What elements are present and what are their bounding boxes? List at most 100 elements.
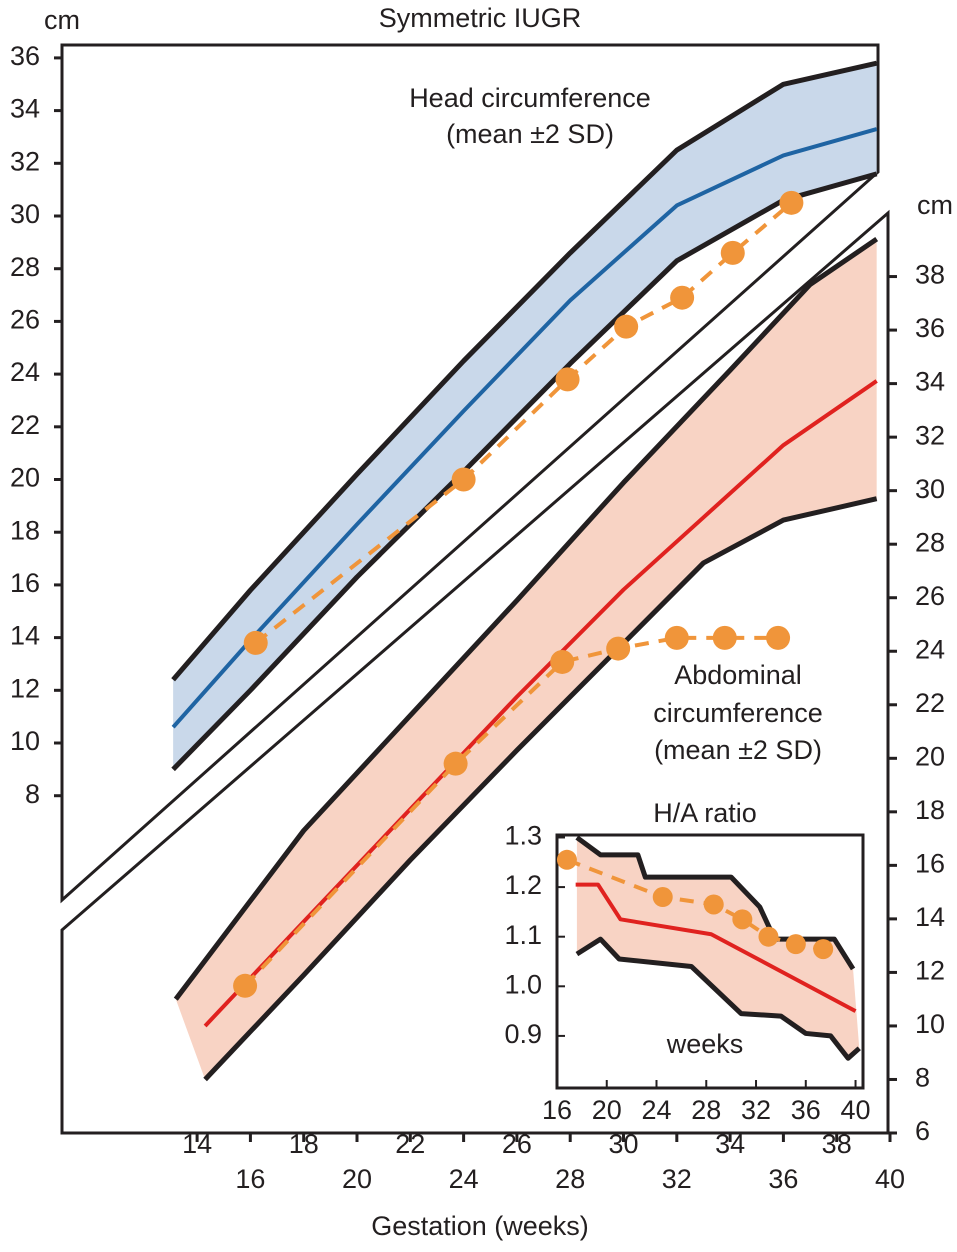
y-tick-label: 0.9 [504, 1019, 542, 1049]
curve [203, 379, 878, 1028]
x-tick-label: 40 [875, 1164, 905, 1194]
curve [171, 60, 878, 682]
marker [556, 849, 577, 870]
y-tick-label: 22 [10, 410, 40, 440]
chart-title: Symmetric IUGR [379, 3, 582, 33]
marker [758, 926, 779, 947]
y-tick-label: 10 [10, 726, 40, 756]
marker [664, 625, 689, 650]
x-axis-label: Gestation (weeks) [371, 1211, 589, 1241]
curve [173, 237, 879, 1001]
marker [703, 894, 724, 915]
y2-tick-label: 8 [915, 1063, 930, 1093]
y-axis-label: cm [44, 5, 80, 35]
x-tick-label: 28 [691, 1095, 721, 1125]
marker [233, 973, 258, 998]
x-tick-label: 30 [608, 1129, 638, 1159]
marker [614, 314, 639, 339]
y2-tick-label: 36 [915, 313, 945, 343]
y2-tick-label: 22 [915, 688, 945, 718]
curve [203, 496, 878, 1082]
y2-tick-label: 28 [915, 527, 945, 557]
y2-tick-label: 24 [915, 634, 945, 664]
x-tick-label: 32 [662, 1164, 692, 1194]
y2-tick-label: 34 [915, 367, 945, 397]
x-tick-label: 16 [542, 1095, 572, 1125]
curve [575, 882, 857, 1013]
x-tick-label: 38 [822, 1129, 852, 1159]
annotation: (mean ±2 SD) [654, 735, 822, 765]
y-tick-label: 1.1 [504, 920, 542, 950]
x-tick-label: 16 [235, 1164, 265, 1194]
y-tick-label: 1.3 [504, 821, 542, 851]
marker [712, 625, 737, 650]
x-tick-label: 14 [182, 1129, 212, 1159]
marker [785, 934, 806, 955]
y-tick-label: 28 [10, 252, 40, 282]
x-tick-label: 22 [395, 1129, 425, 1159]
inset-lines [556, 835, 861, 1061]
x-tick-label: 18 [289, 1129, 319, 1159]
y-tick-label: 26 [10, 305, 40, 335]
inset-title: H/A ratio [653, 798, 757, 828]
band [576, 837, 860, 1059]
y-tick-label: 1.0 [504, 969, 542, 999]
annotation: Head circumference [409, 83, 651, 113]
y2-tick-label: 10 [915, 1009, 945, 1039]
x-tick-label: 32 [741, 1095, 771, 1125]
y2-tick-label: 6 [915, 1116, 930, 1146]
marker [670, 285, 695, 310]
y-tick-label: 34 [10, 94, 40, 124]
marker [550, 649, 575, 674]
x-tick-label: 34 [715, 1129, 745, 1159]
marker [779, 190, 804, 215]
y-tick-label: 20 [10, 463, 40, 493]
y2-tick-label: 38 [915, 260, 945, 290]
y-tick-label: 8 [25, 779, 40, 809]
marker [813, 939, 834, 960]
x-tick-label: 20 [592, 1095, 622, 1125]
y2-tick-label: 20 [915, 741, 945, 771]
annotation: circumference [653, 698, 823, 728]
x-tick-label: 24 [449, 1164, 479, 1194]
marker [606, 636, 631, 661]
y-tick-label: 18 [10, 515, 40, 545]
y-tick-label: 36 [10, 41, 40, 71]
y-tick-label: 32 [10, 146, 40, 176]
annotation: (mean ±2 SD) [446, 119, 614, 149]
annotation: Abdominal [674, 660, 802, 690]
y2-tick-label: 30 [915, 474, 945, 504]
y-tick-label: 1.2 [504, 870, 542, 900]
lines [171, 60, 879, 1082]
y2-tick-label: 16 [915, 848, 945, 878]
curve [575, 936, 861, 1061]
curve [171, 127, 878, 729]
marker [720, 240, 745, 265]
band [173, 63, 877, 770]
y2-axis-label: cm [917, 190, 953, 220]
x-tick-label: 36 [791, 1095, 821, 1125]
y2-tick-label: 26 [915, 581, 945, 611]
y2-tick-label: 14 [915, 902, 945, 932]
x-tick-label: 28 [555, 1164, 585, 1194]
marker [652, 887, 673, 908]
marker [766, 625, 791, 650]
y2-tick-label: 18 [915, 795, 945, 825]
x-tick-label: 40 [841, 1095, 871, 1125]
y2-tick-label: 12 [915, 956, 945, 986]
x-tick-label: 36 [768, 1164, 798, 1194]
marker [732, 909, 753, 930]
y-tick-label: 16 [10, 568, 40, 598]
upper-panel [60, 43, 880, 904]
marker [451, 467, 476, 492]
curve [171, 171, 878, 772]
inset-bands [576, 837, 860, 1059]
y-tick-label: 24 [10, 357, 40, 387]
curve [575, 835, 856, 971]
marker [555, 367, 580, 392]
y-tick-label: 30 [10, 199, 40, 229]
x-tick-label: 20 [342, 1164, 372, 1194]
y2-tick-label: 32 [915, 420, 945, 450]
inset [556, 835, 861, 1088]
